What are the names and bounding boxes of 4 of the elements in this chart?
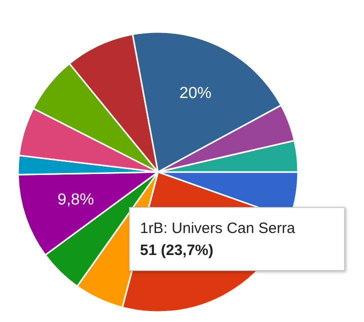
data-label: 20% — [179, 85, 212, 102]
text: 1rB: Univers Can Serra — [140, 219, 296, 239]
data-label: 9,8% — [58, 191, 94, 208]
text: 51 (23,7%) — [140, 241, 214, 261]
